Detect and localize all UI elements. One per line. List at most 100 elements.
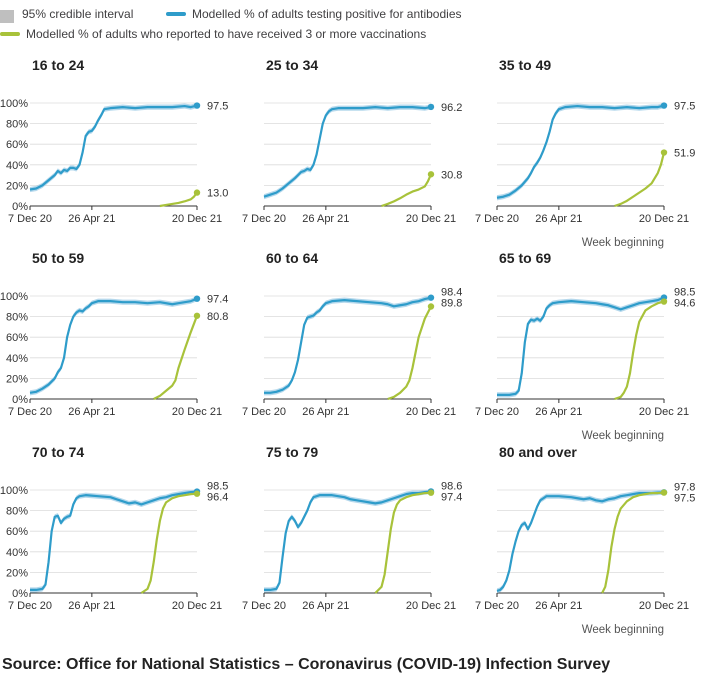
y-tick-label: 60% xyxy=(6,139,28,151)
source-note: Source: Office for National Statistics –… xyxy=(2,656,611,673)
panel-title: 25 to 34 xyxy=(266,57,318,73)
antibody-series-line xyxy=(30,490,198,592)
vaccine-series-line xyxy=(140,492,198,594)
vaccine-series-line xyxy=(387,306,432,401)
vaccine-end-point xyxy=(427,303,435,310)
antibody-end-label: 98.5 xyxy=(207,481,228,493)
antibody-end-point xyxy=(427,294,435,301)
x-tick-label: 26 Apr 21 xyxy=(535,600,582,612)
y-tick-label: 60% xyxy=(6,526,28,538)
legend-interval-label: 95% credible interval xyxy=(22,7,134,21)
x-tick-label: 20 Dec 21 xyxy=(639,406,689,418)
x-tick-label: 7 Dec 20 xyxy=(475,406,519,418)
x-tick-label: 26 Apr 21 xyxy=(535,406,582,418)
credible-interval-band xyxy=(497,490,664,593)
antibody-series-line xyxy=(497,296,665,396)
chart-panel: 75 to 79 7 Dec 20 26 Apr 21 20 Dec 21 98.697… xyxy=(242,444,462,612)
vaccine-series-line xyxy=(159,191,198,208)
y-tick-label: 100% xyxy=(0,485,28,497)
x-axis-title: Week beginning xyxy=(582,624,664,636)
chart-panel: 25 to 34 7 Dec 20 26 Apr 21 20 Dec 21 96.2 30… xyxy=(242,57,462,225)
vaccine-end-label: 80.8 xyxy=(207,311,228,323)
x-axis-title: Week beginning xyxy=(582,430,664,442)
vaccine-end-label: 94.6 xyxy=(674,298,695,310)
vaccine-series-line xyxy=(381,173,433,208)
vaccine-end-label: 13.0 xyxy=(207,188,228,200)
y-tick-label: 20% xyxy=(6,373,28,385)
y-tick-label: 0% xyxy=(12,394,28,406)
antibody-end-label: 96.2 xyxy=(441,102,462,114)
vaccine-series-line xyxy=(614,152,666,208)
legend-vaccine-label: Modelled % of adults who reported to hav… xyxy=(26,27,427,41)
credible-interval-band xyxy=(264,490,431,593)
chart-panel: 70 to 74 100% 80% 60% 40% 20% 0%7 Dec 20 26 Apr… xyxy=(0,444,228,612)
x-axis-title: Week beginning xyxy=(582,237,664,249)
y-tick-label: 40% xyxy=(6,160,28,172)
vaccine-series-line xyxy=(374,491,432,594)
chart-panel: 35 to 49 7 Dec 20 26 Apr 21 20 Dec 21 Week b… xyxy=(475,57,695,249)
panel-title: 16 to 24 xyxy=(32,57,84,73)
y-tick-label: 100% xyxy=(0,291,28,303)
antibody-series-line xyxy=(29,104,198,191)
vaccine-end-point xyxy=(660,489,668,496)
antibody-end-label: 97.5 xyxy=(674,101,695,113)
y-tick-label: 0% xyxy=(12,201,28,213)
antibody-series-line xyxy=(496,491,665,592)
y-tick-label: 20% xyxy=(6,567,28,579)
y-tick-label: 20% xyxy=(6,180,28,192)
x-tick-label: 26 Apr 21 xyxy=(68,600,115,612)
credible-interval-band xyxy=(30,490,197,593)
antibody-end-label: 98.5 xyxy=(674,287,695,299)
antibody-line-symbol xyxy=(166,12,186,16)
chart-panel: 65 to 69 7 Dec 20 26 Apr 21 20 Dec 21 Week b… xyxy=(475,250,695,442)
antibody-series-line xyxy=(29,297,198,394)
credible-interval-band xyxy=(30,296,197,396)
antibody-end-label: 97.8 xyxy=(674,481,695,493)
vaccine-end-label: 96.4 xyxy=(207,492,228,504)
credible-interval-band xyxy=(264,296,431,396)
antibody-series-line xyxy=(496,104,665,199)
y-tick-label: 80% xyxy=(6,506,28,518)
x-tick-label: 7 Dec 20 xyxy=(242,406,286,418)
antibody-end-label: 98.4 xyxy=(441,287,462,299)
x-tick-label: 20 Dec 21 xyxy=(406,213,456,225)
vaccine-end-label: 97.5 xyxy=(674,492,695,504)
x-tick-label: 7 Dec 20 xyxy=(8,213,52,225)
antibody-series-line xyxy=(264,296,432,394)
panel-title: 75 to 79 xyxy=(266,444,318,460)
panel-title: 50 to 59 xyxy=(32,250,84,266)
antibody-series-line xyxy=(264,490,432,592)
x-tick-label: 20 Dec 21 xyxy=(406,406,456,418)
x-tick-label: 20 Dec 21 xyxy=(172,213,222,225)
y-tick-label: 40% xyxy=(6,547,28,559)
x-tick-label: 7 Dec 20 xyxy=(242,600,286,612)
antibody-end-point xyxy=(660,102,668,109)
vaccine-end-point xyxy=(427,489,435,496)
antibody-end-point xyxy=(193,295,201,302)
chart-panel: 16 to 24 100% 80% 60% 40% 20% 0%7 Dec 20 26 Apr… xyxy=(0,57,228,225)
vaccine-end-point xyxy=(660,298,668,305)
vaccine-end-point xyxy=(660,149,668,156)
antibody-end-label: 98.6 xyxy=(441,480,462,492)
x-tick-label: 7 Dec 20 xyxy=(475,213,519,225)
vaccine-end-label: 51.9 xyxy=(674,148,695,160)
antibody-series-line xyxy=(263,105,432,198)
y-tick-label: 60% xyxy=(6,332,28,344)
y-tick-label: 80% xyxy=(6,312,28,324)
legend-antibody-label: Modelled % of adults testing positive fo… xyxy=(192,7,462,21)
vaccine-end-point xyxy=(193,490,201,497)
credible-interval-band xyxy=(497,296,664,398)
vaccine-end-point xyxy=(193,189,201,196)
antibody-end-point xyxy=(427,103,435,111)
x-tick-label: 7 Dec 20 xyxy=(475,600,519,612)
x-tick-label: 20 Dec 21 xyxy=(172,600,222,612)
panel-title: 70 to 74 xyxy=(32,444,84,460)
y-tick-label: 80% xyxy=(6,119,28,131)
x-tick-label: 20 Dec 21 xyxy=(639,213,689,225)
x-tick-label: 26 Apr 21 xyxy=(535,213,582,225)
x-tick-label: 20 Dec 21 xyxy=(172,406,222,418)
vaccine-series-line xyxy=(614,300,665,401)
vaccine-end-point xyxy=(193,312,201,319)
vaccine-end-label: 30.8 xyxy=(441,169,462,181)
x-tick-label: 26 Apr 21 xyxy=(68,213,115,225)
